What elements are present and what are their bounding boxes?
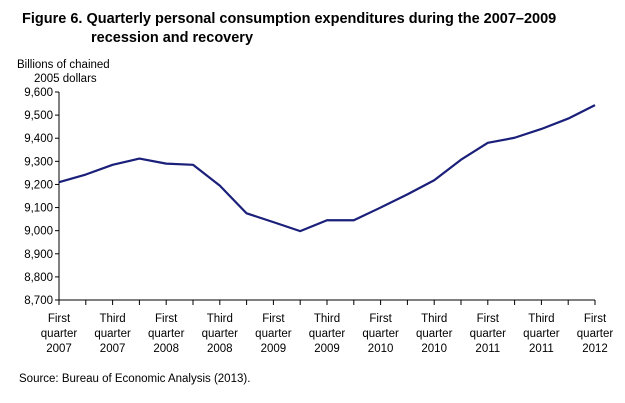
title-line1: Quarterly personal consumption expenditu… xyxy=(86,11,557,27)
title-line2: recession and recovery xyxy=(91,30,254,46)
x-tick-label: Third quarter 2010 xyxy=(416,313,453,355)
x-tick-label: Third quarter 2011 xyxy=(523,313,560,355)
axes xyxy=(58,92,595,301)
series-group xyxy=(58,104,596,233)
x-ticks: First quarter 2007 Third quarter 2007 First qua… xyxy=(41,300,614,355)
y-tick-label: 9,000 xyxy=(24,226,53,238)
y-tick-label: 8,900 xyxy=(24,249,53,261)
x-tick-label: First quarter 2008 xyxy=(148,313,185,355)
x-tick-label: Third quarter 2007 xyxy=(94,313,131,355)
x-tick-label: Third quarter 2009 xyxy=(309,313,346,355)
y-tick-label: 8,800 xyxy=(24,272,53,284)
title-prefix: Figure 6. xyxy=(22,11,83,27)
x-tick-label: First quarter 2009 xyxy=(255,313,292,355)
source-note: Source: Bureau of Economic Analysis (201… xyxy=(19,373,251,385)
x-tick-label: First quarter 2012 xyxy=(577,313,614,355)
y-tick-label: 9,200 xyxy=(24,179,53,191)
y-axis-label-line1: Billions of chained xyxy=(17,59,110,71)
x-tick-label: Third quarter 2008 xyxy=(202,313,239,355)
x-tick-label: First quarter 2007 xyxy=(41,313,78,355)
y-tick-label: 9,400 xyxy=(24,133,53,145)
y-ticks: 8,700 8,800 8,900 9,000 9,100 9,200 9,300 9,400… xyxy=(24,87,59,307)
x-tick-label: First quarter 2011 xyxy=(470,313,507,355)
chart-title: Figure 6. Quarterly personal consumption… xyxy=(22,10,612,48)
y-axis-label-line2: 2005 dollars xyxy=(34,73,97,85)
y-tick-label: 9,500 xyxy=(24,110,53,122)
y-tick-label: 8,700 xyxy=(24,295,53,307)
y-tick-label: 9,100 xyxy=(24,203,53,215)
x-tick-label: First quarter 2010 xyxy=(362,313,399,355)
y-tick-label: 9,600 xyxy=(24,87,53,99)
y-tick-label: 9,300 xyxy=(24,156,53,168)
series-line xyxy=(58,104,596,233)
